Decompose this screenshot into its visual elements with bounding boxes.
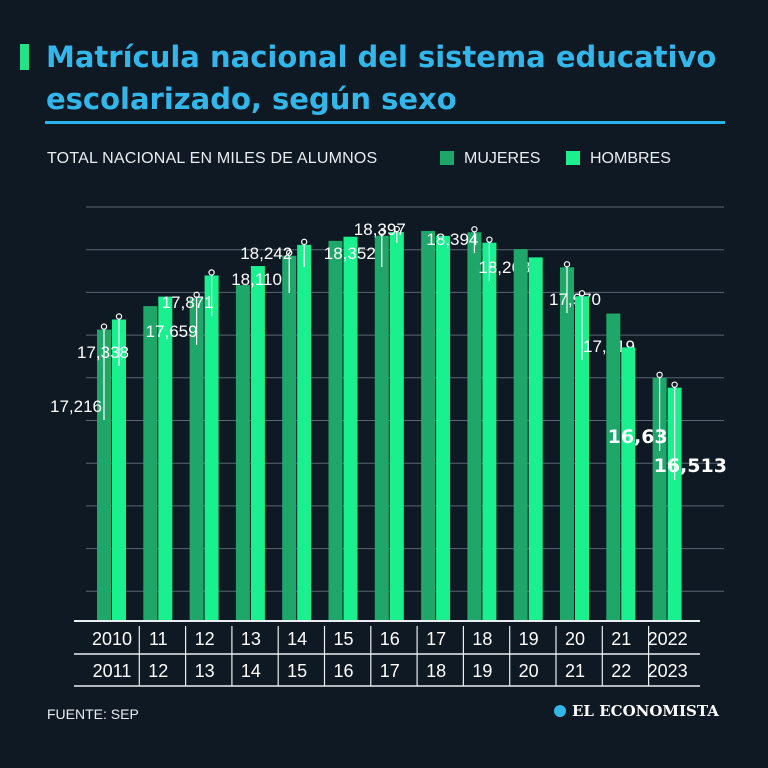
legend-item-mujeres: MUJERES [440,150,540,168]
bar-hombres [528,257,543,620]
data-label-marker [115,313,123,320]
x-tick-label-end-year: 2011 [93,661,132,681]
title-divider [45,121,725,124]
data-label-mujeres: 18,110 [231,270,282,289]
bar-hombres [389,232,404,620]
data-label-marker [578,290,586,297]
bar-hombres [204,275,219,620]
data-label-marker [656,371,663,379]
source-note: FUENTE: SEP [47,706,139,722]
x-tick-label-start-year: 12 [195,629,215,649]
data-label-marker [393,225,400,233]
title-accent-bar [20,44,29,70]
data-label-marker [471,226,478,233]
x-tick-label-end-year: 17 [380,661,400,681]
x-tick-label-start-year: 16 [380,629,400,649]
data-label-marker [378,229,385,236]
x-tick-label-end-year: 22 [611,661,631,681]
data-label-marker [486,236,493,243]
data-label-hombres: 16,513 [654,455,727,477]
x-tick-label-start-year: 19 [519,629,539,649]
bar-hombres [482,242,497,620]
bar-mujeres [374,235,389,620]
data-label-mujeres: 16,632 [608,426,681,448]
x-tick-label-start-year: 13 [241,629,261,649]
x-tick-label-start-year: 14 [287,629,307,649]
data-label-mujeres: 18,352 [324,244,376,263]
data-label-marker [193,291,200,299]
data-label-mujeres: 18,394 [426,230,478,249]
brand-logo: EL ECONOMISTA [554,702,719,720]
bar-hombres [297,244,312,620]
data-label-marker [671,381,678,388]
x-tick-label-end-year: 13 [195,661,215,681]
legend-label-hombres: HOMBRES [590,150,671,167]
x-tick-label-end-year: 14 [241,661,261,681]
data-label-marker [563,261,571,268]
brand-name: EL ECONOMISTA [572,702,719,720]
bar-hombres [112,319,126,620]
x-tick-label-end-year: 2023 [648,661,688,681]
title-block: Matrícula nacional del sistema educativo… [20,36,730,120]
x-tick-label-end-year: 21 [565,661,585,681]
x-tick-label-end-year: 12 [148,661,168,681]
x-tick-label-start-year: 21 [611,629,631,649]
x-tick-label-end-year: 18 [426,661,446,681]
data-label-hombres: 17,338 [77,343,129,362]
bar-mujeres [467,232,482,620]
data-label-marker [286,249,293,256]
x-tick-label-start-year: 11 [149,629,168,649]
bar-hombres [250,266,265,620]
x-tick-label-start-year: 2022 [648,629,688,649]
x-tick-label-start-year: 18 [472,629,492,649]
x-tick-label-end-year: 19 [472,661,492,681]
x-tick-label-start-year: 2010 [92,629,132,649]
data-label-mujeres: 17,216 [50,397,102,416]
x-tick-label-start-year: 20 [565,629,585,649]
data-label-marker [208,269,215,276]
data-label-hombres: 18,242 [240,244,292,263]
bar-mujeres [328,240,343,620]
x-tick-label-start-year: 17 [426,629,446,649]
bar-hombres [621,347,636,620]
bar-hombres [436,235,451,620]
bar-hombres [343,236,358,620]
data-label-marker [100,323,108,330]
legend-swatch-hombres [566,151,580,165]
bar-hombres [158,296,173,620]
bar-mujeres [606,313,621,620]
bar-mujeres [189,297,204,620]
bar-mujeres [513,249,528,620]
bar-mujeres [143,306,158,620]
data-label-mujeres: 17,659 [146,322,198,341]
bar-hombres [667,387,682,620]
bar-mujeres [560,267,574,620]
data-label-hombres: 17,871 [162,293,214,312]
x-tick-label-end-year: 15 [287,661,307,681]
bar-mujeres [97,329,111,620]
bar-mujeres [421,230,436,621]
brand-icon [554,705,566,717]
x-tick-label-end-year: 16 [333,661,353,681]
bar-mujeres [235,285,250,620]
data-label-marker [301,238,308,246]
chart-subtitle: TOTAL NACIONAL EN MILES DE ALUMNOS [47,150,378,167]
x-tick-label-start-year: 15 [333,629,353,649]
legend-label-mujeres: MUJERES [464,150,541,167]
data-label-hombres: 18,397 [354,220,406,239]
legend-swatch-mujeres [440,151,454,165]
bar-hombres [575,296,589,620]
bar-mujeres [652,377,667,620]
chart-title: Matrícula nacional del sistema educativo… [46,40,717,116]
x-tick-label-end-year: 20 [519,661,539,681]
bar-mujeres [282,255,297,620]
legend-item-hombres: HOMBRES [566,150,671,168]
